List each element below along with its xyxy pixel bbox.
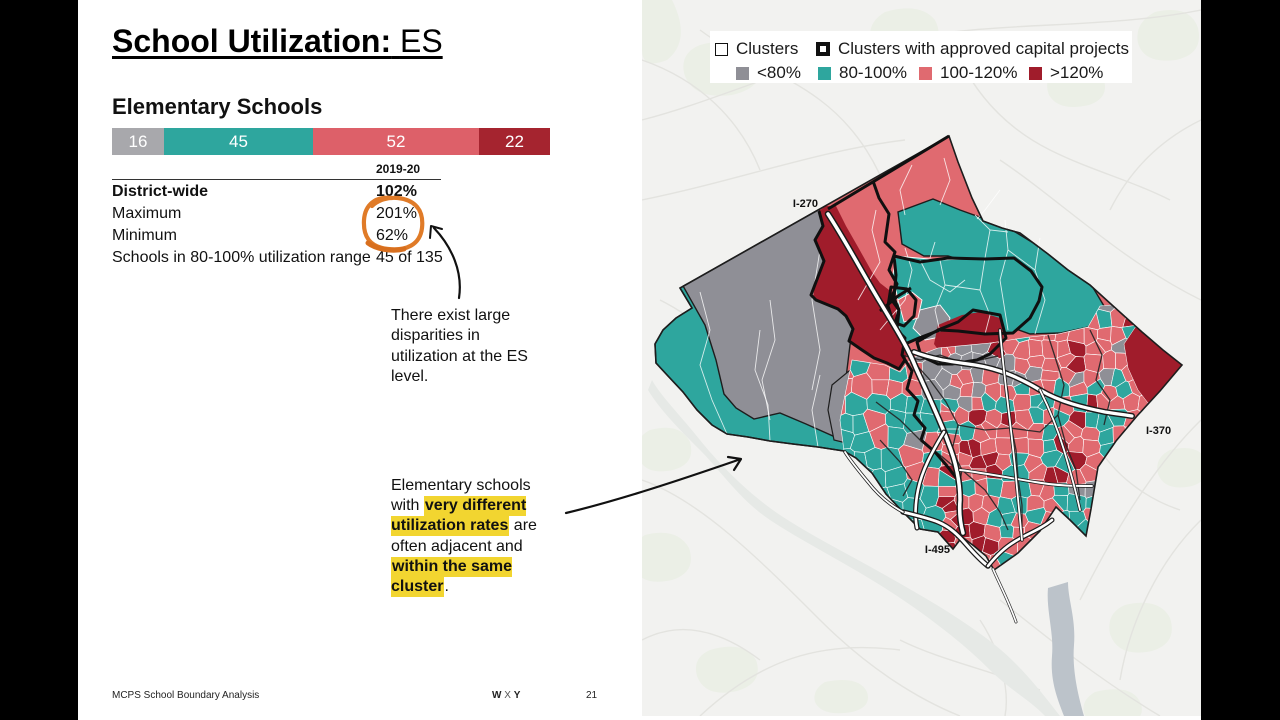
svg-text:I-495: I-495 (925, 544, 950, 556)
svg-text:I-270: I-270 (793, 198, 818, 210)
svg-text:I-370: I-370 (1146, 425, 1171, 437)
